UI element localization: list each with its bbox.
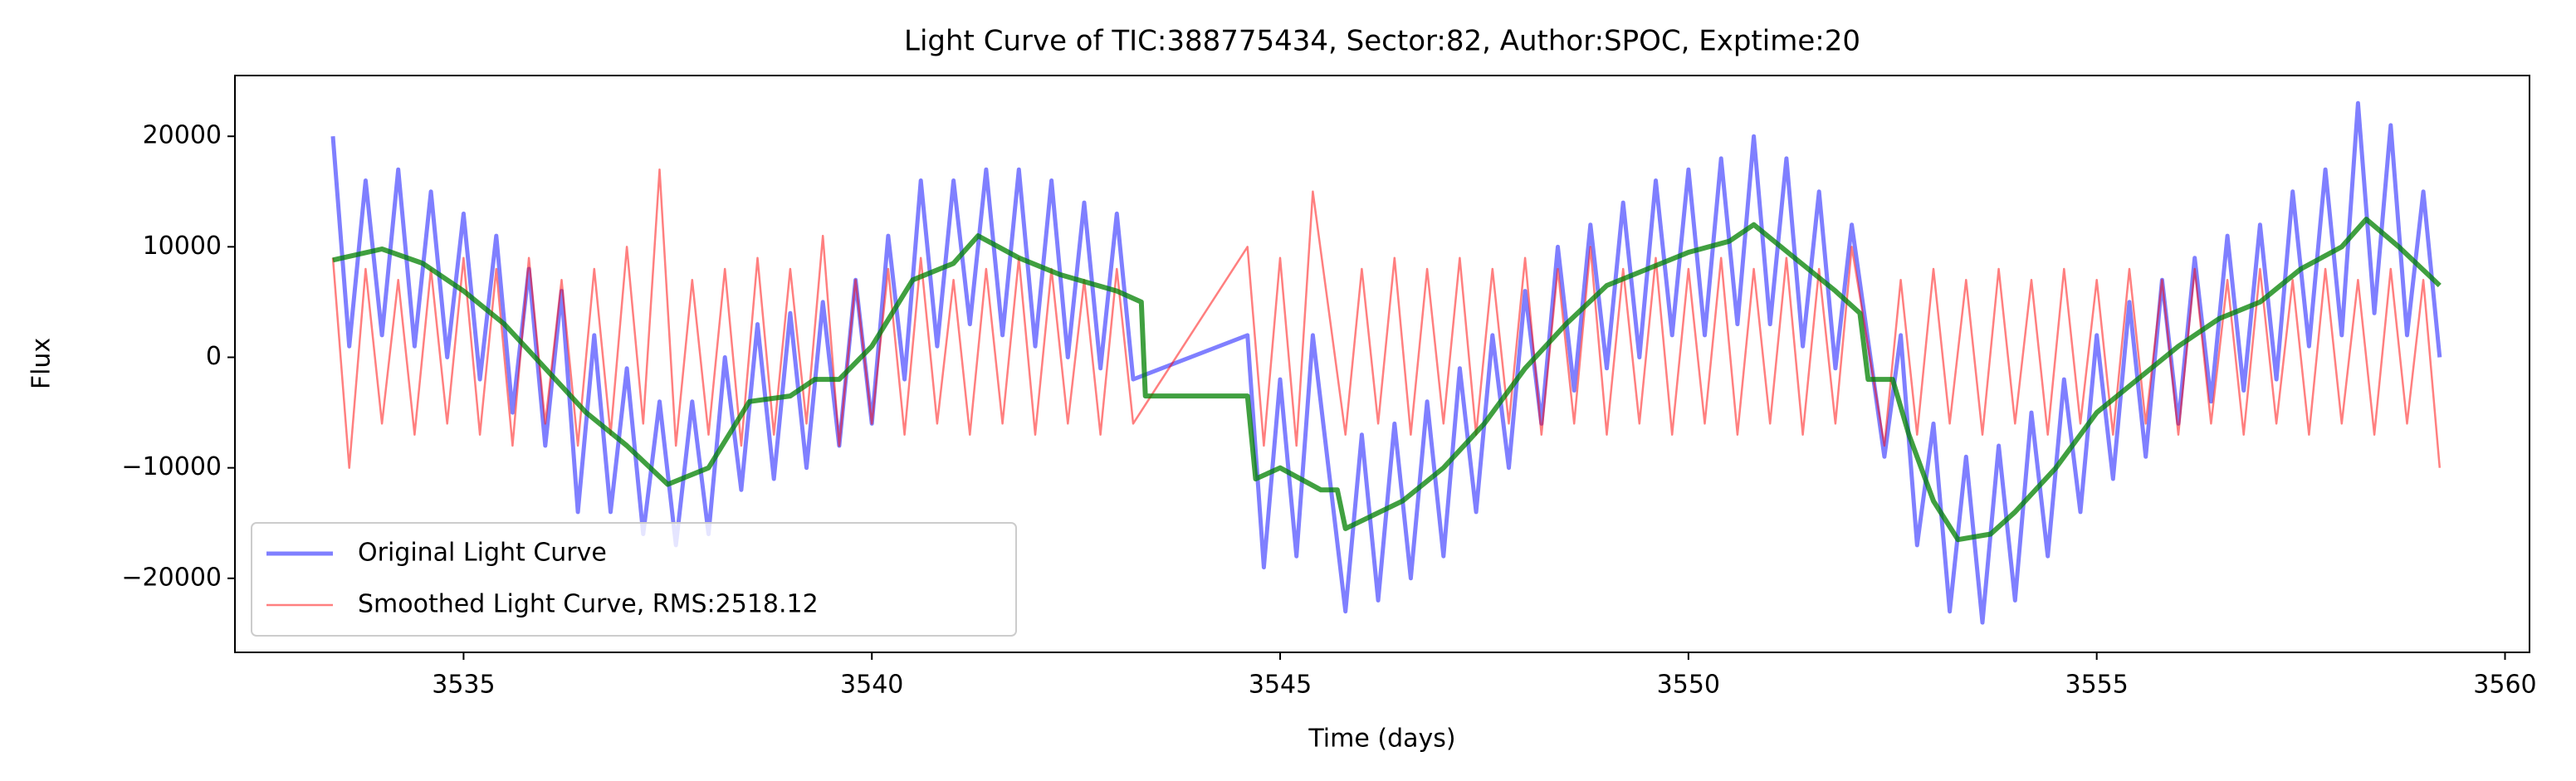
x-tick-label: 3535 <box>432 671 495 700</box>
y-tick-label: −20000 <box>121 563 222 592</box>
legend-box <box>251 522 1017 637</box>
x-axis-label: Time (days) <box>1308 725 1455 754</box>
y-tick-label: 20000 <box>143 121 222 150</box>
x-tick-label: 3560 <box>2473 671 2536 700</box>
x-tick-label: 3550 <box>1657 671 1720 700</box>
y-axis-label: Flux <box>27 338 56 389</box>
legend-label: Smoothed Light Curve, RMS:2518.12 <box>358 590 819 619</box>
x-tick-label: 3545 <box>1249 671 1312 700</box>
series-line <box>331 168 2442 469</box>
y-tick-label: 10000 <box>143 232 222 261</box>
plot-frame <box>234 75 2530 653</box>
chart-title: Light Curve of TIC:388775434, Sector:82,… <box>904 25 1860 58</box>
y-tick-label: 0 <box>206 342 222 371</box>
x-tick-label: 3540 <box>840 671 903 700</box>
y-tick-label: −10000 <box>121 452 222 481</box>
x-tick-label: 3555 <box>2065 671 2128 700</box>
legend-label: Original Light Curve <box>358 539 607 568</box>
series-line <box>330 100 2442 625</box>
series-line <box>332 217 2442 543</box>
plot-area <box>330 100 2442 625</box>
